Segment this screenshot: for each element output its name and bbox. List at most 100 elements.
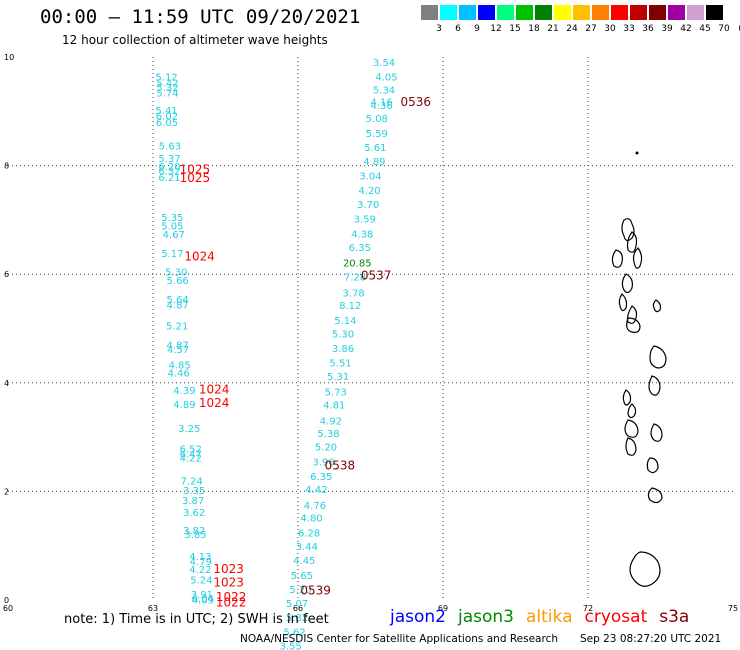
page-title: 00:00 – 11:59 UTC 09/20/2021 <box>40 6 361 28</box>
pass-time-label: 0536 <box>400 95 431 109</box>
credit-line: NOAA/NESDIS Center for Satellite Applica… <box>240 633 558 645</box>
swh-label-track-east: 4.20 <box>358 186 380 197</box>
scale-swatch <box>440 5 457 20</box>
x-tick-label: 72 <box>583 604 593 613</box>
swh-label-track-west: 5.64 <box>167 295 189 306</box>
island-outline <box>626 231 638 253</box>
swh-label-track-west: 4.22 <box>189 565 211 576</box>
island-outline <box>622 389 632 406</box>
scale-label: 45 <box>699 24 711 34</box>
swh-label-track-west: 3.62 <box>183 508 205 519</box>
x-tick-label: 75 <box>728 604 738 613</box>
island-outline <box>648 375 661 396</box>
island-outline <box>625 437 637 456</box>
scale-label: 18 <box>528 24 540 34</box>
scale-swatch <box>421 5 438 20</box>
island-dot <box>635 151 639 155</box>
swh-label-track-east: 4.38 <box>351 229 373 240</box>
scale-label: 27 <box>585 24 597 34</box>
island-outline <box>649 345 667 369</box>
swh-label-track-west: 5.21 <box>166 322 188 333</box>
island-outline <box>611 249 623 268</box>
swh-label-track-west: 6.20 <box>158 162 180 173</box>
swh-label-track-east: 3.96 <box>313 457 335 468</box>
scale-label: 70 <box>718 24 730 34</box>
swh-label-track-west: 4.67 <box>163 230 185 241</box>
swh-label-track-east: 5.07 <box>286 599 308 610</box>
swh-label-track-west: 5.74 <box>156 89 178 100</box>
legend-item-jason2: jason2 <box>390 607 446 627</box>
scale-label: 9 <box>474 24 480 34</box>
swh-label-track-east: 8.12 <box>339 301 361 312</box>
swh-label-track-east: 5.61 <box>364 143 386 154</box>
island-outline <box>647 487 663 504</box>
swh-label-track-east: 3.54 <box>373 58 395 69</box>
swh-label-track-west: 3.82 <box>183 526 205 537</box>
pass-time-label: 0537 <box>361 269 392 283</box>
y-tick-label: 10 <box>4 53 14 62</box>
swh-label-track-east: 3.59 <box>354 215 376 226</box>
pass-time-label: 1024 <box>199 383 230 397</box>
scale-label: 6 <box>455 24 461 34</box>
scale-label: 42 <box>680 24 692 34</box>
swh-label-track-west: 4.87 <box>167 300 189 311</box>
scale-label: 36 <box>642 24 654 34</box>
swh-label-track-west: 6.05 <box>156 118 178 129</box>
swh-label-track-east: 7.28 <box>344 273 366 284</box>
swh-label-track-east: 6.35 <box>349 243 371 254</box>
swh-label-track-west: 4.85 <box>168 361 190 372</box>
swh-label-track-west: 5.12 <box>155 72 177 83</box>
swh-label-track-west: 5.05 <box>161 222 183 233</box>
scale-label: 33 <box>623 24 635 34</box>
scale-label: 24 <box>566 24 578 34</box>
swh-label-track-west: 4.39 <box>173 386 195 397</box>
scale-label: 12 <box>490 24 502 34</box>
swh-label-track-west: 5.24 <box>190 576 212 587</box>
island-outline <box>632 247 643 269</box>
pass-time-label: 1024 <box>184 250 215 264</box>
scale-swatch <box>630 5 647 20</box>
swh-label-track-west: 6.32 <box>158 166 180 177</box>
swh-label-track-east: 4.05 <box>375 72 397 83</box>
swh-label-track-west: 5.42 <box>156 78 178 89</box>
scale-label: 15 <box>509 24 521 34</box>
swh-label-track-east: 3.86 <box>332 344 354 355</box>
island-outline <box>646 457 659 474</box>
swh-label-track-west: 6.04 <box>192 594 214 605</box>
swh-label-track-east: 5.30 <box>332 330 354 341</box>
swh-label-track-west: 4.57 <box>167 345 189 356</box>
swh-label-track-east: 4.36 <box>371 101 393 112</box>
swh-label-track-west: 3.91 <box>191 590 213 601</box>
scale-swatch <box>554 5 571 20</box>
scale-swatch <box>592 5 609 20</box>
swh-label-track-west: 6.21 <box>158 173 180 184</box>
y-tick-label: 6 <box>4 270 9 279</box>
island-outline <box>629 551 661 587</box>
x-tick-label: 63 <box>148 604 158 613</box>
pass-time-label: 1022 <box>216 590 247 604</box>
swh-label-track-west: 5.63 <box>159 141 181 152</box>
scale-swatch <box>573 5 590 20</box>
swh-label-track-west: 5.37 <box>158 154 180 165</box>
swh-label-track-west: 4.13 <box>189 552 211 563</box>
page-subtitle: 12 hour collection of altimeter wave hei… <box>62 33 328 47</box>
swh-label-track-east: 5.14 <box>334 316 356 327</box>
island-outline <box>624 419 639 438</box>
scale-label: 3 <box>436 24 442 34</box>
swh-label-track-east: 3.78 <box>342 288 364 299</box>
swh-label-track-east: 5.62 <box>284 627 306 638</box>
legend-item-s3a: s3a <box>659 607 690 627</box>
footer-note: note: 1) Time is in UTC; 2) SWH is in fe… <box>64 612 329 627</box>
y-tick-label: 2 <box>4 487 9 496</box>
legend-item-altika: altika <box>526 607 573 627</box>
y-tick-label: 4 <box>4 379 9 388</box>
swh-label-track-east: 6.28 <box>298 528 320 539</box>
satellite-legend: jason2 jason3 altika cryosat s3a <box>390 607 701 627</box>
swh-label-track-east: 5.82 <box>286 613 308 624</box>
scale-swatch <box>497 5 514 20</box>
swh-label-track-east: 3.44 <box>296 542 318 553</box>
swh-label-track-east: 5.38 <box>317 429 339 440</box>
scale-swatch <box>535 5 552 20</box>
swh-label-track-east: 4.42 <box>305 485 327 496</box>
